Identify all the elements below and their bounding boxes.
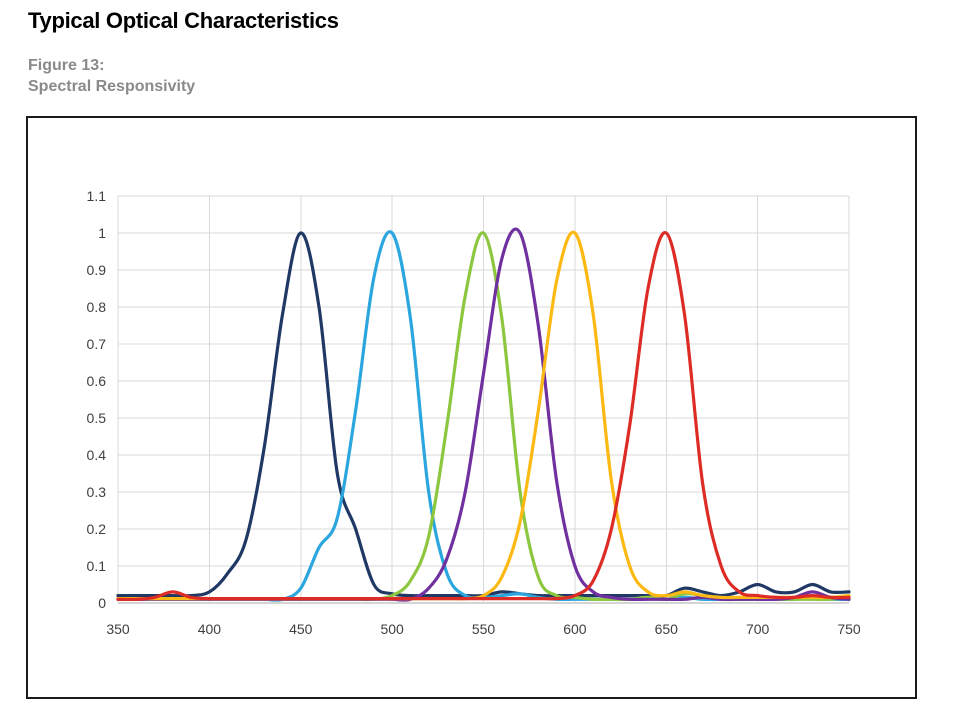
figure-label: Figure 13: Spectral Responsivity bbox=[28, 55, 195, 97]
y-tick-label: 1 bbox=[98, 225, 106, 241]
y-tick-label: 0 bbox=[98, 595, 106, 611]
x-tick-label: 450 bbox=[289, 621, 313, 637]
x-tick-label: 500 bbox=[380, 621, 404, 637]
x-tick-label: 400 bbox=[198, 621, 222, 637]
x-tick-label: 600 bbox=[563, 621, 587, 637]
figure-box: 0 0.1 0.2 0.3 0.4 0.5 0.6 0.7 0.8 0.9 1 1.1 350 400 45… bbox=[26, 116, 917, 699]
figure-name: Spectral Responsivity bbox=[28, 78, 196, 95]
y-tick-label: 0.3 bbox=[87, 484, 107, 500]
y-tick-label: 0.2 bbox=[87, 521, 107, 537]
y-tick-label: 0.5 bbox=[87, 410, 107, 426]
x-tick-label: 650 bbox=[655, 621, 679, 637]
spectral-chart: 0 0.1 0.2 0.3 0.4 0.5 0.6 0.7 0.8 0.9 1 1.1 350 400 45… bbox=[87, 188, 861, 637]
y-tick-label: 0.4 bbox=[87, 447, 107, 463]
y-tick-label: 0.6 bbox=[87, 373, 107, 389]
series-red-650nm-channel bbox=[116, 231, 851, 602]
y-tick-label: 0.8 bbox=[87, 299, 107, 315]
figure-number: Figure 13: bbox=[28, 57, 105, 74]
page-title: Typical Optical Characteristics bbox=[28, 8, 339, 33]
x-tick-label: 350 bbox=[106, 621, 130, 637]
x-tick-label: 700 bbox=[746, 621, 770, 637]
y-tick-label: 0.9 bbox=[87, 262, 107, 278]
y-tick-label: 0.1 bbox=[87, 558, 107, 574]
y-tick-label: 1.1 bbox=[87, 188, 107, 204]
x-tick-label: 750 bbox=[837, 621, 861, 637]
y-tick-label: 0.7 bbox=[87, 336, 107, 352]
x-tick-label: 550 bbox=[472, 621, 496, 637]
